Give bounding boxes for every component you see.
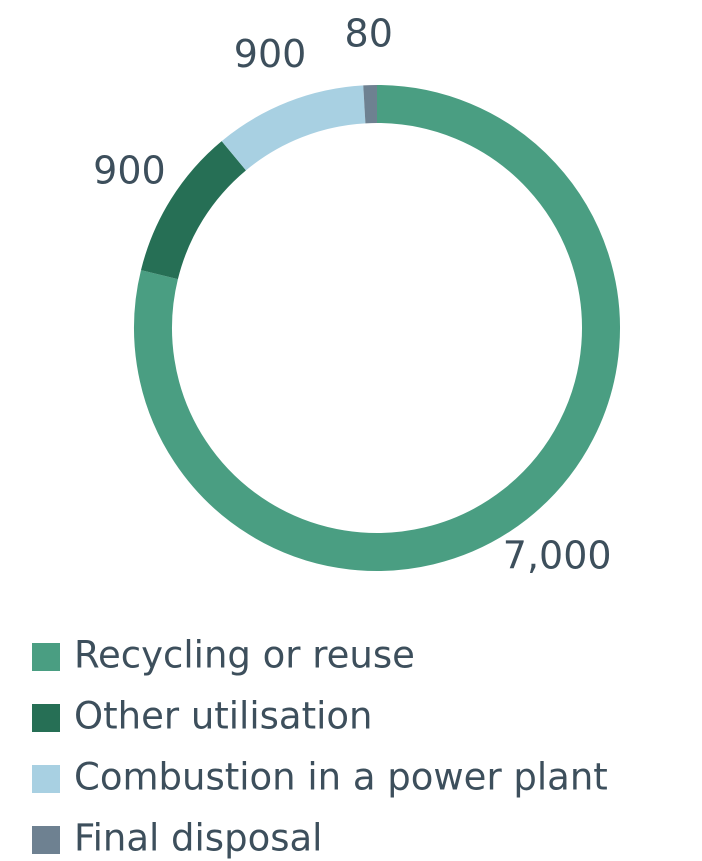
legend-swatch (32, 826, 60, 854)
value-label: 900 (234, 32, 307, 76)
value-label: 7,000 (503, 533, 612, 577)
legend-label: Recycling or reuse (74, 634, 415, 677)
legend-swatch (32, 643, 60, 671)
value-label: 80 (345, 12, 393, 56)
value-label: 900 (93, 149, 166, 193)
donut-segment (134, 85, 620, 571)
donut-segment (140, 141, 247, 280)
legend-swatch (32, 704, 60, 732)
legend-label: Final disposal (74, 817, 322, 860)
donut-segment (221, 85, 366, 171)
legend-label: Other utilisation (74, 695, 372, 738)
legend-label: Combustion in a power plant (74, 756, 608, 799)
legend-swatch (32, 765, 60, 793)
